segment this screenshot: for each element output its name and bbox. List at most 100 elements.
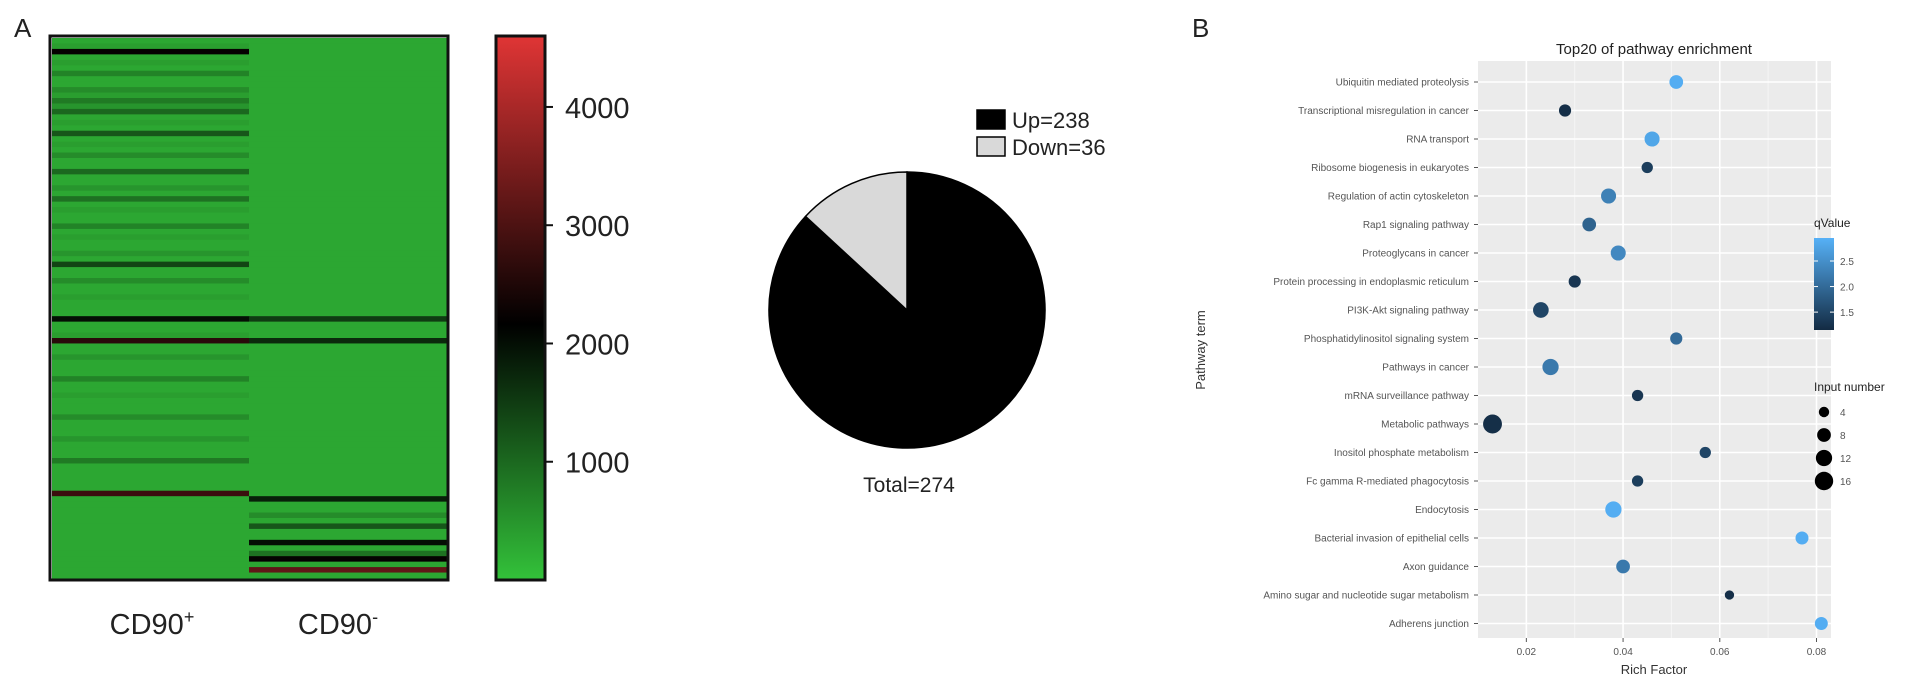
heatmap-cell — [52, 496, 250, 503]
size-legend-dot — [1814, 471, 1834, 491]
heatmap-cell — [249, 468, 447, 475]
heatmap-cell — [52, 370, 250, 377]
y-tick-label: mRNA surveillance pathway — [1345, 391, 1470, 402]
heatmap-cell — [52, 283, 250, 290]
qvalue-tick-label: 2.5 — [1840, 257, 1854, 268]
heatmap-cell — [52, 119, 250, 126]
heatmap-cell — [249, 310, 447, 317]
data-point — [1669, 75, 1684, 89]
y-tick-label: Amino sugar and nucleotide sugar metabol… — [1263, 591, 1469, 602]
pie-chart — [768, 171, 1046, 449]
heatmap-cell — [249, 572, 447, 579]
heatmap-cell — [249, 250, 447, 257]
heatmap-cell — [52, 76, 250, 83]
heatmap-cell — [249, 136, 447, 143]
heatmap-cell — [249, 256, 447, 263]
heatmap-cell — [52, 218, 250, 224]
heatmap-cell — [249, 556, 447, 563]
heatmap-cell — [52, 245, 250, 252]
heatmap-cell — [52, 163, 250, 170]
heatmap-cell — [249, 119, 447, 126]
heatmap-cell — [249, 430, 447, 437]
heatmap-cell — [249, 479, 447, 486]
heatmap-cell — [249, 38, 447, 44]
heatmap-cell — [249, 398, 447, 404]
heatmap-cell — [249, 245, 447, 252]
heatmap-cell — [52, 267, 250, 274]
heatmap-cell — [52, 458, 250, 464]
heatmap-cell — [52, 261, 250, 268]
heatmap-cell — [52, 125, 250, 132]
qvalue-tick-label: 1.5 — [1840, 308, 1854, 319]
heatmap-cell — [52, 332, 250, 339]
heatmap-cell — [249, 283, 447, 290]
heatmap-cell — [52, 250, 250, 257]
heatmap-cell — [52, 152, 250, 159]
size-legend: 4 8 12 16 — [1814, 406, 1852, 491]
heatmap-cell — [52, 512, 250, 519]
heatmap-cell — [52, 507, 250, 514]
heatmap-cell — [249, 419, 447, 426]
heatmap-cell — [52, 523, 250, 530]
heatmap-cell — [52, 381, 250, 388]
heatmap-cell — [249, 185, 447, 192]
data-point — [1533, 302, 1549, 318]
heatmap-cell — [52, 70, 250, 77]
heatmap-cell — [249, 518, 447, 524]
heatmap-cell — [52, 228, 250, 235]
heatmap-cell — [52, 447, 250, 454]
heatmap-cell — [249, 261, 447, 268]
data-point — [1601, 188, 1617, 204]
heatmap-cell — [249, 103, 447, 110]
heatmap-cell — [52, 348, 250, 355]
heatmap-cell — [249, 354, 447, 361]
colorbar — [494, 34, 547, 582]
heatmap-cell — [52, 103, 250, 110]
heatmap-cell — [249, 376, 447, 383]
heatmap-cell — [52, 54, 250, 61]
colorbar-tick-label: 1000 — [565, 448, 630, 480]
heatmap-cell — [249, 158, 447, 164]
heatmap-cell — [249, 425, 447, 432]
heatmap-cell — [52, 419, 250, 426]
heatmap-cell — [249, 70, 447, 77]
heatmap-cell — [52, 43, 250, 50]
panel-label-a: A — [14, 13, 32, 43]
heatmap-cell — [52, 501, 250, 508]
heatmap-cell — [249, 141, 447, 148]
y-tick-label: Transcriptional misregulation in cancer — [1298, 106, 1469, 117]
heatmap-cell — [249, 392, 447, 399]
heatmap-cell — [52, 528, 250, 535]
y-tick-label: Protein processing in endoplasmic reticu… — [1273, 277, 1469, 288]
data-point — [1605, 501, 1622, 518]
heatmap-cell — [249, 147, 447, 154]
size-legend-dot — [1815, 449, 1833, 467]
heatmap-cell — [249, 381, 447, 388]
heatmap-cell — [249, 130, 447, 137]
data-point — [1631, 475, 1644, 487]
heatmap-cell — [52, 539, 250, 546]
heatmap-cell — [249, 190, 447, 197]
heatmap-cell — [249, 359, 447, 366]
heatmap-cell — [52, 65, 250, 72]
heatmap-cell — [249, 108, 447, 115]
heatmap-cell — [52, 463, 250, 470]
heatmap-cell — [52, 190, 250, 197]
heatmap-cell — [52, 376, 250, 383]
heatmap-cell — [52, 305, 250, 312]
data-point — [1616, 559, 1630, 574]
y-tick-labels: Ubiquitin mediated proteolysis Transcript… — [1263, 78, 1478, 630]
heatmap-cell — [52, 403, 250, 410]
y-tick-label: Ubiquitin mediated proteolysis — [1336, 78, 1469, 89]
heatmap-cell — [249, 474, 447, 481]
heatmap-cell — [249, 528, 447, 535]
data-point — [1814, 617, 1828, 630]
pie-slice — [804, 171, 908, 312]
data-point — [1558, 104, 1572, 117]
panel-label-b: B — [1192, 13, 1209, 43]
heatmap-cell — [249, 507, 447, 514]
data-points — [1483, 75, 1828, 630]
heatmap-cell — [249, 387, 447, 394]
heatmap-cell — [249, 414, 447, 421]
heatmap-cell — [52, 545, 250, 552]
